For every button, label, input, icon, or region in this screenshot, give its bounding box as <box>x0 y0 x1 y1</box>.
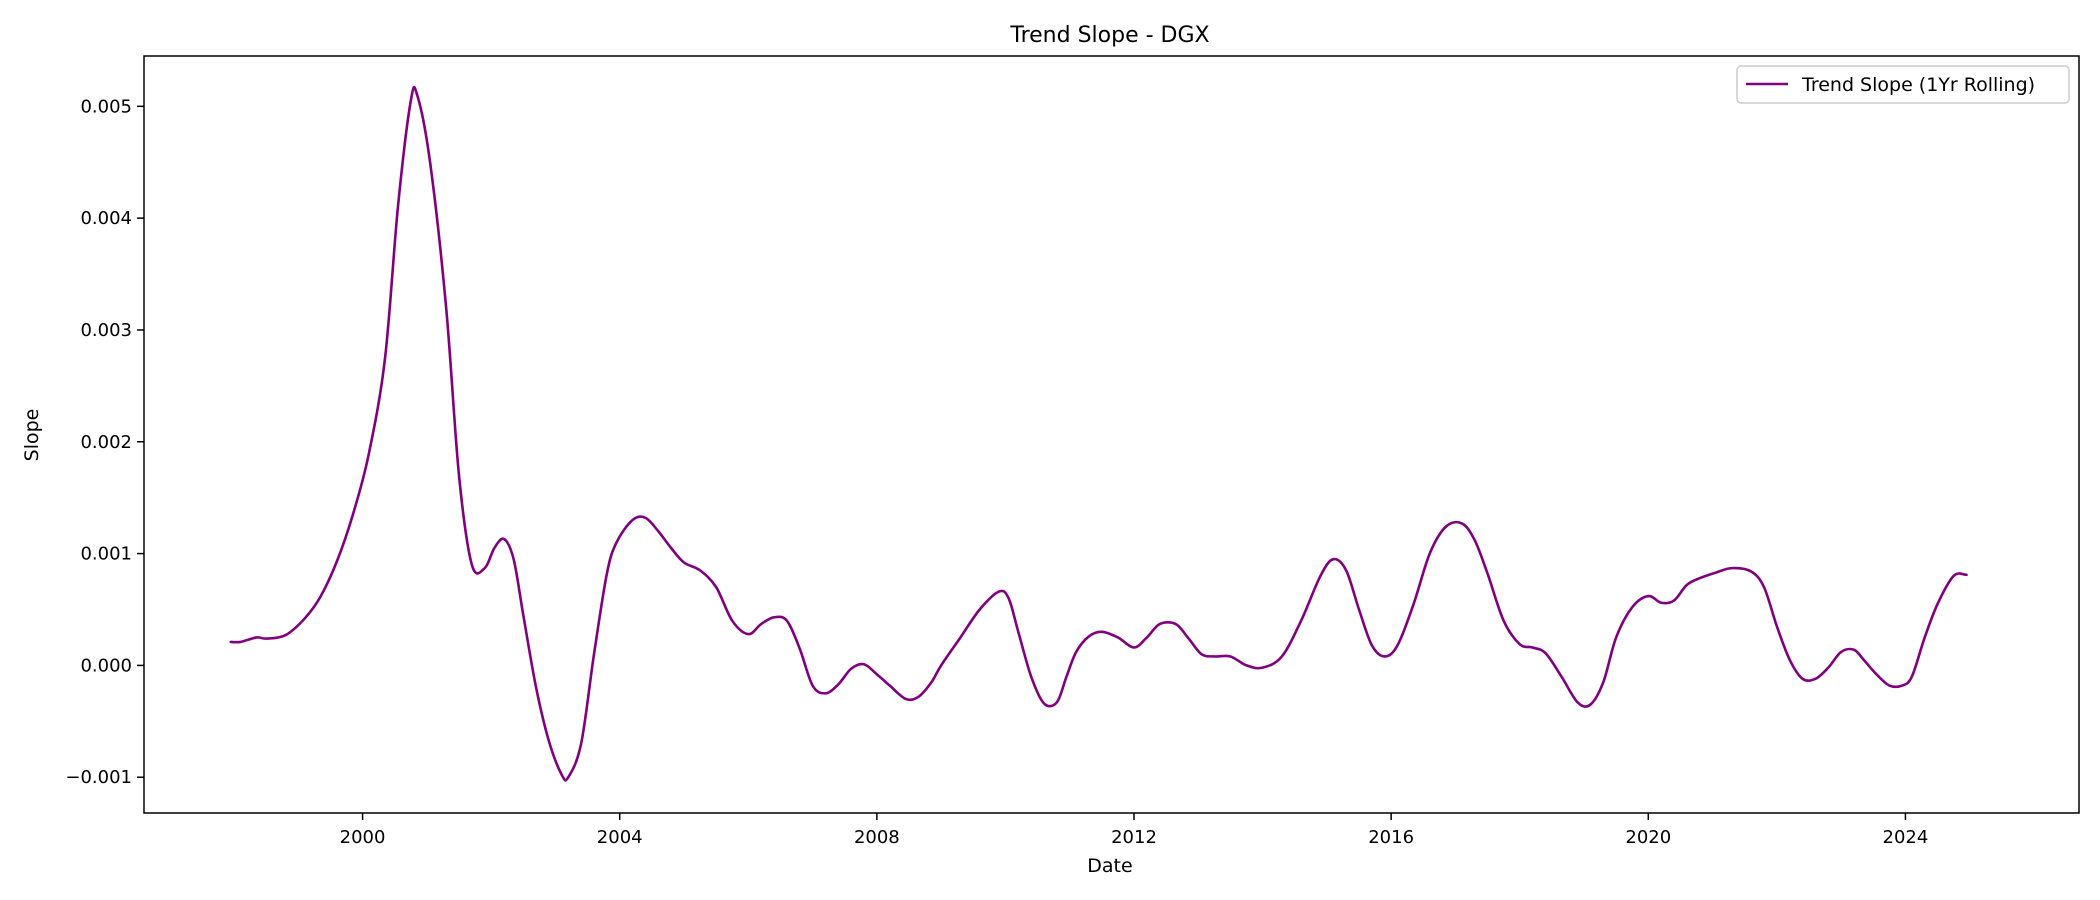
y-axis-label: Slope <box>21 409 43 462</box>
x-tick-label: 2024 <box>1883 827 1929 848</box>
y-tick-label: 0.005 <box>80 96 132 117</box>
y-tick-label: 0.002 <box>80 432 132 453</box>
x-tick-label: 2016 <box>1368 827 1414 848</box>
x-axis-ticks: 2000 2004 2008 2012 2016 2020 2024 <box>340 813 1929 848</box>
series-layer <box>229 85 1968 782</box>
x-axis-label: Date <box>1087 855 1132 877</box>
legend-box <box>1736 65 2070 104</box>
series-line-trend-slope <box>229 85 1968 782</box>
x-tick-label: 2012 <box>1111 827 1157 848</box>
y-tick-label: 0.000 <box>80 655 132 676</box>
y-tick-label: 0.004 <box>80 208 132 229</box>
x-tick-label: 2004 <box>597 827 643 848</box>
chart-title: Trend Slope - DGX <box>1009 23 1209 48</box>
x-tick-label: 2020 <box>1625 827 1671 848</box>
x-tick-label: 2008 <box>854 827 900 848</box>
y-tick-label: 0.003 <box>80 320 132 341</box>
legend-label: Trend Slope (1Yr Rolling) <box>1801 74 2035 96</box>
plot-area-frame <box>143 55 2080 814</box>
x-tick-label: 2000 <box>340 827 386 848</box>
y-tick-label: −0.001 <box>65 767 132 788</box>
y-axis-ticks: −0.001 0.000 0.001 0.002 0.003 0.004 0.005 <box>65 96 144 788</box>
y-tick-label: 0.001 <box>80 544 132 565</box>
legend: Trend Slope (1Yr Rolling) <box>1736 65 2070 104</box>
